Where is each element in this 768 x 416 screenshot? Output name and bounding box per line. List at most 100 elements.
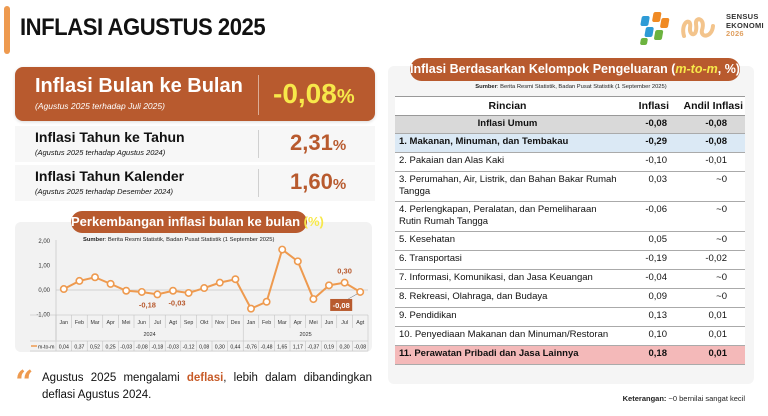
table-row: 11. Perawatan Pribadi dan Jasa Lainnya 0,… bbox=[395, 345, 745, 365]
table-title: Inflasi Berdasarkan Kelompok Pengeluaran… bbox=[410, 58, 740, 81]
cell-inflasi: -0,06 bbox=[620, 201, 675, 232]
table-row: 10. Penyediaan Makanan dan Minuman/Resto… bbox=[395, 326, 745, 346]
table-row: 9. Pendidikan 0,13 0,01 bbox=[395, 307, 745, 327]
table-row: 7. Informasi, Komunikasi, dan Jasa Keuan… bbox=[395, 269, 745, 289]
cell-inflasi: 0,18 bbox=[620, 345, 675, 365]
cell-label: 8. Rekreasi, Olahraga, dan Budaya bbox=[395, 288, 620, 308]
sensus-ekonomi-text: SENSUS EKONOMI 2026 bbox=[726, 12, 764, 39]
ytd-value-unit: % bbox=[332, 176, 347, 193]
mtm-title: Inflasi Bulan ke Bulan bbox=[35, 75, 243, 97]
cell-inflasi: 0,03 bbox=[620, 171, 675, 202]
table-source: Sumber: Berita Resmi Statistik, Badan Pu… bbox=[388, 84, 754, 90]
note-text: ~0 bernilai sangat kecil bbox=[666, 394, 745, 403]
cell-inflasi: 0,10 bbox=[620, 326, 675, 346]
bps-logo-icon bbox=[640, 12, 670, 45]
cell-inflasi: -0,19 bbox=[620, 250, 675, 270]
logo-area: SENSUS EKONOMI 2026 bbox=[640, 8, 764, 48]
ytd-value-number: 1,60 bbox=[290, 169, 333, 194]
table-row: 3. Perumahan, Air, Listrik, dan Bahan Ba… bbox=[395, 171, 745, 202]
ytd-subtitle: (Agustus 2025 terhadap Desember 2024) bbox=[35, 187, 174, 196]
cell-label: 6. Transportasi bbox=[395, 250, 620, 270]
header-andil: Andil Inflasi bbox=[675, 96, 745, 116]
table-row-total: Inflasi Umum -0,08 -0,08 bbox=[395, 115, 745, 134]
cell-label: Inflasi Umum bbox=[395, 115, 620, 134]
header-inflasi: Inflasi bbox=[620, 96, 675, 116]
cell-andil: -0,08 bbox=[675, 115, 745, 134]
cell-andil: -0,02 bbox=[675, 250, 745, 270]
mtm-value-number: -0,08 bbox=[273, 78, 337, 109]
mtm-inflation-card: Inflasi Bulan ke Bulan (Agustus 2025 ter… bbox=[15, 67, 375, 121]
cell-label: 4. Perlengkapan, Peralatan, dan Pemeliha… bbox=[395, 201, 620, 232]
table-title-highlight: m-to-m bbox=[675, 62, 718, 76]
table-row: 1. Makanan, Minuman, dan Tembakau -0,29 -0… bbox=[395, 133, 745, 153]
mtm-subtitle: (Agustus 2025 terhadap Juli 2025) bbox=[35, 101, 165, 111]
title-accent-bar bbox=[4, 6, 10, 54]
cell-inflasi: 0,05 bbox=[620, 231, 675, 251]
quote-icon: “ bbox=[15, 363, 34, 401]
cell-label: 11. Perawatan Pribadi dan Jasa Lainnya bbox=[395, 345, 620, 365]
yoy-value-unit: % bbox=[332, 137, 347, 154]
sensus-ekonomi-logo-icon bbox=[681, 17, 715, 38]
yoy-title: Inflasi Tahun ke Tahun bbox=[35, 129, 185, 145]
summary-text-before: Agustus 2025 mengalami bbox=[42, 372, 187, 384]
divider bbox=[258, 75, 259, 115]
summary-text: Agustus 2025 mengalami deflasi, lebih da… bbox=[42, 370, 372, 404]
cell-inflasi: -0,10 bbox=[620, 152, 675, 172]
mtm-value: -0,08% bbox=[273, 78, 355, 110]
table-row: 2. Pakaian dan Alas Kaki -0,10 -0,01 bbox=[395, 152, 745, 172]
expenditure-group-table: Rincian Inflasi Andil Inflasi Inflasi Um… bbox=[395, 96, 745, 365]
cell-andil: 0,01 bbox=[675, 326, 745, 346]
source-text: : Berita Resmi Statistik, Badan Pusat St… bbox=[104, 237, 275, 243]
cell-andil: -0,08 bbox=[675, 133, 745, 153]
source-text: : Berita Resmi Statistik, Badan Pusat St… bbox=[496, 84, 667, 90]
yoy-value: 2,31% bbox=[290, 130, 346, 156]
source-label: Sumber bbox=[475, 84, 497, 90]
table-title-text: Inflasi Berdasarkan Kelompok Pengeluaran… bbox=[410, 62, 676, 76]
table-row: 5. Kesehatan 0,05 ~0 bbox=[395, 231, 745, 251]
cell-inflasi: 0,09 bbox=[620, 288, 675, 308]
page-title: INFLASI AGUSTUS 2025 bbox=[20, 14, 266, 41]
cell-label: 2. Pakaian dan Alas Kaki bbox=[395, 152, 620, 172]
cell-andil: ~0 bbox=[675, 231, 745, 251]
ytd-value: 1,60% bbox=[290, 169, 346, 195]
yoy-inflation-row: Inflasi Tahun ke Tahun (Agustus 2025 ter… bbox=[15, 126, 375, 162]
cell-label: 3. Perumahan, Air, Listrik, dan Bahan Ba… bbox=[395, 171, 620, 202]
cell-label: 10. Penyediaan Makanan dan Minuman/Resto… bbox=[395, 326, 620, 346]
cell-inflasi: -0,29 bbox=[620, 133, 675, 153]
logo-line-1: SENSUS bbox=[726, 12, 759, 21]
note-label: Keterangan: bbox=[622, 394, 667, 403]
divider bbox=[258, 130, 259, 158]
chart-title-text: Perkembangan inflasi bulan ke bulan bbox=[71, 214, 304, 229]
yoy-subtitle: (Agustus 2025 terhadap Agustus 2024) bbox=[35, 148, 166, 157]
cell-andil: ~0 bbox=[675, 171, 745, 202]
table-note: Keterangan: ~0 bernilai sangat kecil bbox=[560, 394, 745, 403]
table-header-row: Rincian Inflasi Andil Inflasi bbox=[395, 96, 745, 116]
cell-andil: -0,01 bbox=[675, 152, 745, 172]
table-row: 8. Rekreasi, Olahraga, dan Budaya 0,09 ~0 bbox=[395, 288, 745, 308]
cell-label: 9. Pendidikan bbox=[395, 307, 620, 327]
chart-source: Sumber: Berita Resmi Statistik, Badan Pu… bbox=[83, 237, 274, 243]
summary-highlight: deflasi bbox=[186, 372, 224, 384]
yoy-value-number: 2,31 bbox=[290, 130, 333, 155]
table-title-suffix: , %) bbox=[717, 62, 740, 76]
cell-label: 7. Informasi, Komunikasi, dan Jasa Keuan… bbox=[395, 269, 620, 289]
cell-inflasi: -0,08 bbox=[620, 115, 675, 134]
chart-title: Perkembangan inflasi bulan ke bulan (%) bbox=[71, 211, 324, 233]
cell-andil: ~0 bbox=[675, 269, 745, 289]
cell-label: 5. Kesehatan bbox=[395, 231, 620, 251]
logo-line-2: EKONOMI bbox=[726, 20, 764, 30]
cell-inflasi: 0,13 bbox=[620, 307, 675, 327]
ytd-inflation-row: Inflasi Tahun Kalender (Agustus 2025 ter… bbox=[15, 165, 375, 201]
cell-inflasi: -0,04 bbox=[620, 269, 675, 289]
cell-andil: 0,01 bbox=[675, 307, 745, 327]
logo-line-3: 2026 bbox=[726, 29, 744, 38]
chart-title-unit: (%) bbox=[303, 214, 324, 229]
table-row: 4. Perlengkapan, Peralatan, dan Pemeliha… bbox=[395, 201, 745, 232]
divider bbox=[258, 169, 259, 197]
mtm-value-unit: % bbox=[336, 86, 355, 108]
cell-andil: 0,01 bbox=[675, 345, 745, 365]
ytd-title: Inflasi Tahun Kalender bbox=[35, 168, 185, 184]
table-row: 6. Transportasi -0,19 -0,02 bbox=[395, 250, 745, 270]
header-rincian: Rincian bbox=[395, 96, 620, 116]
summary-text-after: , lebih dalam dibandingkan deflasi Agust… bbox=[42, 372, 373, 401]
